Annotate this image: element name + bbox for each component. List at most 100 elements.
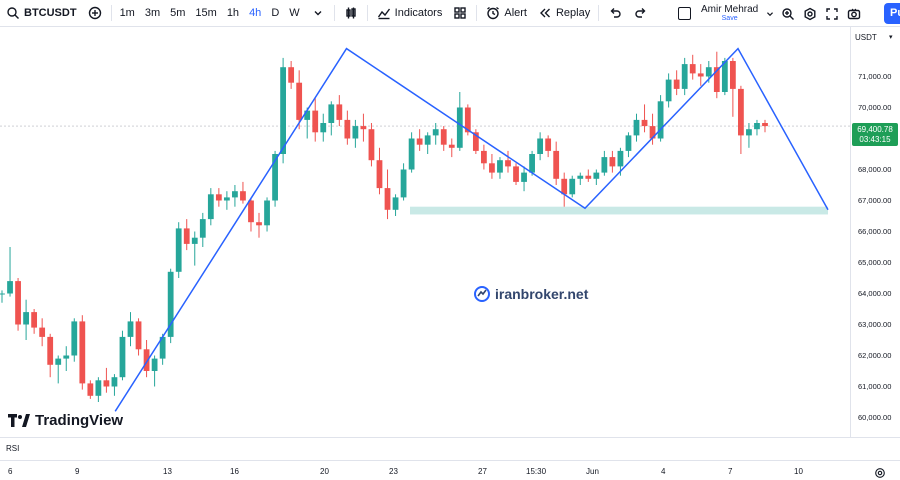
candle-body — [199, 219, 206, 238]
compare-symbol-button[interactable] — [82, 0, 108, 27]
price-tick-label: 63,000.00 — [858, 319, 892, 329]
candle-body — [681, 64, 688, 89]
candle-body — [561, 178, 568, 195]
candle — [424, 132, 431, 154]
layout-checkbox[interactable] — [678, 7, 691, 20]
chevron-down-icon[interactable] — [762, 6, 778, 22]
candle — [87, 380, 94, 399]
time-tick-label: 23 — [389, 467, 398, 476]
candle — [215, 188, 222, 207]
alert-button[interactable]: Alert — [480, 0, 532, 27]
fullscreen-icon[interactable] — [824, 6, 840, 22]
camera-icon[interactable] — [846, 6, 862, 22]
candle — [505, 150, 511, 173]
candle — [408, 132, 415, 173]
candle-body — [167, 271, 174, 337]
publish-button[interactable]: Pu — [884, 3, 900, 24]
candle-body — [240, 191, 246, 201]
quick-search-icon[interactable] — [780, 6, 796, 22]
candle — [400, 163, 407, 201]
candle-body — [577, 175, 584, 179]
candle — [641, 104, 648, 133]
price-tick-label: 67,000.00 — [858, 195, 892, 205]
time-tick-label: 4 — [661, 467, 666, 476]
settings-icon[interactable] — [802, 6, 818, 22]
candle — [681, 57, 688, 96]
symbol-search-button[interactable]: BTCUSDT — [0, 0, 82, 27]
last-price-value: 69,400.78 — [857, 125, 893, 134]
candle-body — [264, 200, 270, 226]
candle-body — [489, 163, 495, 173]
interval-w[interactable]: W — [289, 7, 300, 19]
candle — [569, 175, 576, 198]
replay-button[interactable]: Replay — [532, 0, 595, 27]
layout-save-area[interactable]: Amir Mehrad Save — [678, 0, 778, 27]
interval-1h[interactable]: 1h — [226, 7, 240, 19]
candle — [384, 169, 391, 220]
candle — [320, 113, 327, 142]
interval-3m[interactable]: 3m — [144, 7, 161, 19]
toolbar-right-icons — [780, 0, 862, 27]
candle — [199, 212, 206, 247]
candle-body — [625, 135, 632, 151]
candle-body — [71, 321, 78, 356]
save-label[interactable]: Save — [721, 15, 738, 22]
price-tick-label: 62,000.00 — [858, 350, 892, 360]
grid-icon — [452, 5, 468, 21]
alarm-clock-icon — [485, 5, 501, 21]
candle-body — [312, 110, 319, 133]
templates-button[interactable] — [447, 0, 473, 27]
indicators-button[interactable]: Indicators — [371, 0, 448, 27]
candle-body — [223, 197, 230, 201]
rsi-pane[interactable]: RSI — [0, 437, 900, 461]
tradingview-logo-icon — [8, 413, 30, 427]
tradingview-logo[interactable]: TradingView — [8, 412, 123, 429]
price-scale[interactable] — [850, 27, 900, 437]
interval-d[interactable]: D — [271, 7, 280, 19]
candle — [280, 57, 286, 164]
currency-label[interactable]: USDT — [855, 33, 877, 42]
candle — [545, 135, 552, 158]
undo-button[interactable] — [602, 0, 628, 27]
symbol-label: BTCUSDT — [24, 7, 77, 19]
interval-15m[interactable]: 15m — [195, 7, 217, 19]
user-name: Amir Mehrad — [701, 4, 759, 15]
layout-name-block[interactable]: Amir Mehrad Save — [701, 4, 759, 23]
candle — [456, 92, 463, 151]
candle — [23, 299, 29, 340]
candle — [240, 181, 246, 204]
chevron-down-icon[interactable]: ▾ — [889, 34, 893, 41]
interval-4h[interactable]: 4h — [249, 7, 262, 19]
time-tick-label: 16 — [230, 467, 239, 476]
candle-body — [95, 380, 102, 396]
candle-body — [705, 67, 712, 77]
candle-body — [175, 228, 182, 272]
candle-body — [256, 222, 262, 226]
time-axis[interactable]: 6 9 13 16 20 23 27 15:30 Jun 4 7 10 — [0, 460, 900, 480]
gear-icon[interactable] — [872, 465, 888, 480]
candle-body — [545, 138, 552, 151]
interval-dropdown[interactable] — [305, 0, 331, 27]
candle — [609, 150, 616, 173]
chart-type-button[interactable] — [338, 0, 364, 27]
price-chart[interactable] — [0, 27, 850, 437]
price-tick-label: 64,000.00 — [858, 288, 892, 298]
candle-body — [352, 126, 359, 139]
candle-body — [593, 172, 600, 179]
price-tick-label: 65,000.00 — [858, 257, 892, 267]
candle — [15, 278, 21, 331]
candle — [689, 54, 696, 80]
interval-1m[interactable]: 1m — [119, 7, 135, 19]
candle — [223, 191, 230, 210]
candle — [529, 150, 535, 176]
search-icon — [5, 5, 21, 21]
candle-body — [248, 200, 254, 223]
candle-body — [657, 101, 664, 139]
candle-body — [569, 178, 576, 195]
chart-area[interactable]: iranbroker.net TradingView USDT ▾ 71,000… — [0, 27, 900, 480]
redo-button[interactable] — [628, 0, 654, 27]
candle-body — [31, 312, 38, 328]
interval-5m[interactable]: 5m — [170, 7, 186, 19]
candle — [673, 70, 680, 96]
candle-body — [344, 119, 351, 139]
